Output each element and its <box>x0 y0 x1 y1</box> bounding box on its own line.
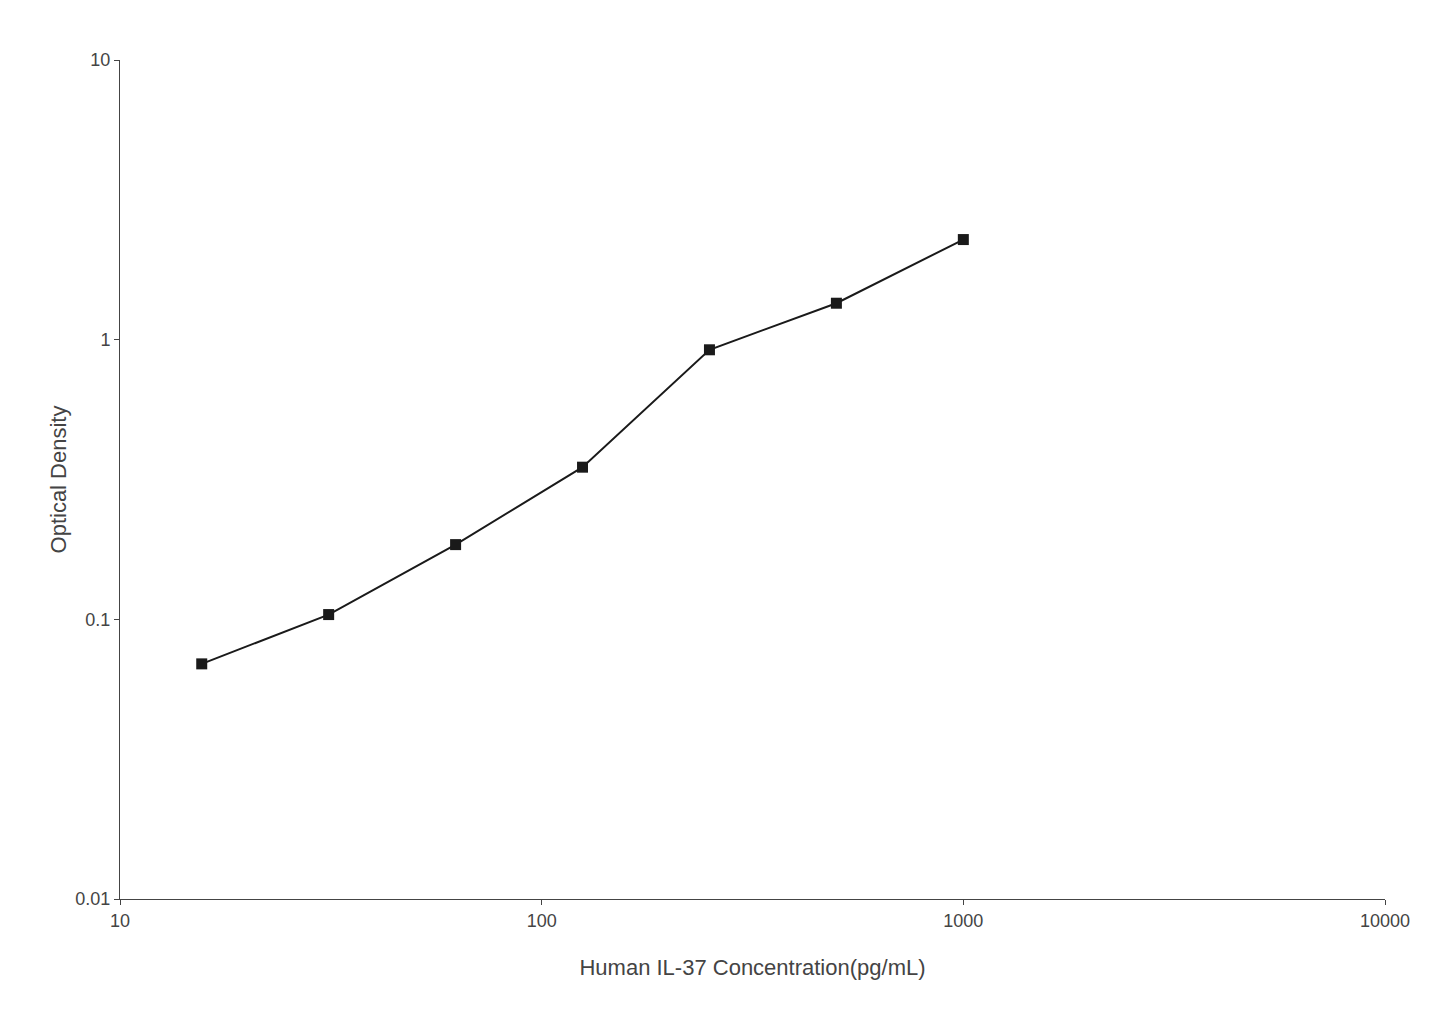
svg-text:1: 1 <box>100 330 110 350</box>
svg-text:100: 100 <box>527 911 557 931</box>
svg-text:0.01: 0.01 <box>75 889 110 909</box>
svg-text:10: 10 <box>90 50 110 70</box>
svg-text:10: 10 <box>110 911 130 931</box>
svg-text:Human IL-37 Concentration(pg/m: Human IL-37 Concentration(pg/mL) <box>579 955 925 980</box>
svg-text:1000: 1000 <box>943 911 983 931</box>
svg-text:10000: 10000 <box>1360 911 1410 931</box>
svg-text:Optical Density: Optical Density <box>46 406 71 554</box>
svg-text:0.1: 0.1 <box>85 610 110 630</box>
